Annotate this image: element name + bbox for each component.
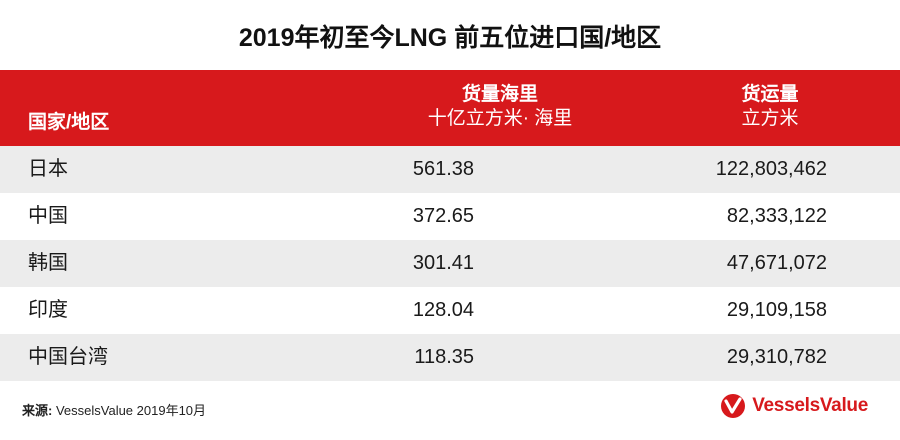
table-header: 国家/地区 货量海里 十亿立方米· 海里 货运量 立方米 — [0, 70, 900, 146]
header-nautical-miles-label: 货量海里 — [461, 84, 538, 105]
cell-country: 印度 — [28, 299, 68, 321]
vesselsvalue-logo-icon — [720, 393, 746, 419]
page-title: 2019年初至今LNG 前五位进口国/地区 — [238, 24, 662, 52]
cell-volume: 122,803,462 — [715, 158, 827, 180]
cell-country: 中国 — [28, 205, 68, 227]
cell-nautical-miles: 561.38 — [412, 158, 474, 180]
cell-nautical-miles: 372.65 — [412, 205, 474, 227]
header-volume-label: 货运量 — [741, 84, 799, 105]
cell-country: 中国台湾 — [28, 346, 108, 368]
header-nautical-miles-unit: 十亿立方米· 海里 — [427, 108, 573, 129]
cell-volume: 29,109,158 — [726, 299, 827, 321]
header-volume: 货运量 立方米 — [620, 83, 900, 131]
source-label: 来源: — [22, 403, 53, 418]
cell-country: 韩国 — [28, 252, 68, 274]
cell-country: 日本 — [28, 158, 68, 180]
table-row: 中国台湾 118.35 29,310,782 — [0, 334, 900, 381]
vesselsvalue-logo: VesselsValue — [720, 393, 868, 419]
table-row: 韩国 301.41 47,671,072 — [0, 240, 900, 287]
table-row: 中国 372.65 82,333,122 — [0, 193, 900, 240]
header-volume-unit: 立方米 — [741, 108, 799, 129]
header-nautical-miles: 货量海里 十亿立方米· 海里 — [330, 83, 670, 131]
logo-text: VesselsValue — [752, 395, 868, 416]
source-text: VesselsValue 2019年10月 — [52, 403, 207, 418]
source-note: 来源: VesselsValue 2019年10月 — [22, 400, 206, 419]
cell-nautical-miles: 128.04 — [412, 299, 474, 321]
table-row: 印度 128.04 29,109,158 — [0, 287, 900, 334]
table-row: 日本 561.38 122,803,462 — [0, 146, 900, 193]
cell-nautical-miles: 118.35 — [414, 346, 474, 368]
cell-volume: 82,333,122 — [726, 205, 827, 227]
lng-importers-table: 国家/地区 货量海里 十亿立方米· 海里 货运量 立方米 日本 561.38 1… — [0, 70, 900, 381]
cell-volume: 47,671,072 — [726, 252, 827, 274]
cell-nautical-miles: 301.41 — [412, 252, 474, 274]
header-country: 国家/地区 — [28, 112, 110, 133]
cell-volume: 29,310,782 — [726, 346, 827, 368]
